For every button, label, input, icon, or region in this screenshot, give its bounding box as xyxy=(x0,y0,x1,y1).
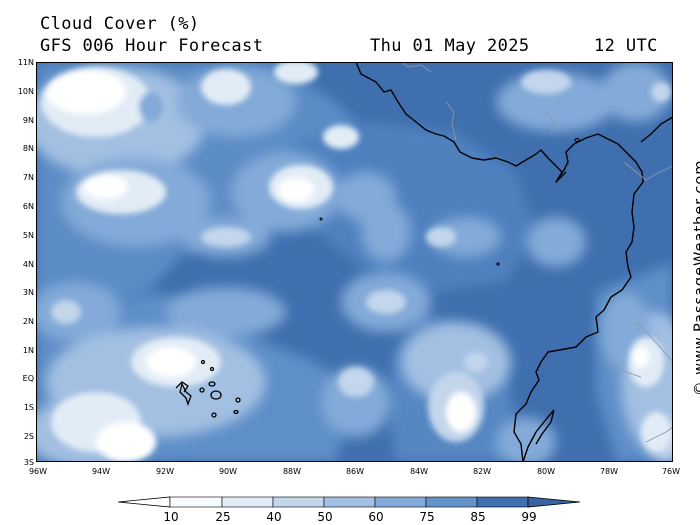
lon-label: 76W xyxy=(661,467,681,476)
legend-tick-label: 60 xyxy=(368,510,384,524)
legend-tick-label: 10 xyxy=(163,510,179,524)
lat-label: 10N xyxy=(17,87,34,96)
lat-label: 9N xyxy=(22,116,34,125)
lat-label: 11N xyxy=(17,58,34,67)
legend-swatch xyxy=(323,496,376,508)
lat-label: 2N xyxy=(22,317,34,326)
cloud-cover-map xyxy=(36,62,673,462)
lon-label: 90W xyxy=(218,467,238,476)
coastline xyxy=(355,62,673,462)
lat-label: 1N xyxy=(22,346,34,355)
lon-label: 84W xyxy=(409,467,429,476)
map-frame xyxy=(36,62,673,462)
legend-tick-label: 25 xyxy=(215,510,231,524)
lon-label: 92W xyxy=(155,467,175,476)
small-islands xyxy=(319,138,580,266)
lat-label: 4N xyxy=(22,260,34,269)
lat-label: 2S xyxy=(23,432,34,441)
legend-tick-label: 85 xyxy=(470,510,486,524)
legend-swatch xyxy=(425,496,478,508)
legend-swatch xyxy=(272,496,325,508)
lat-label: 8N xyxy=(22,144,34,153)
legend-tick-label: 40 xyxy=(266,510,282,524)
forecast-time: 12 UTC xyxy=(594,36,658,56)
color-legend-bar xyxy=(118,496,581,508)
forecast-date: Thu 01 May 2025 xyxy=(370,36,530,56)
lat-label: 7N xyxy=(22,173,34,182)
legend-swatch xyxy=(374,496,427,508)
country-border xyxy=(400,62,673,443)
legend-high-arrow xyxy=(527,496,581,508)
lat-label: 6N xyxy=(22,202,34,211)
forecast-model-label: GFS 006 Hour Forecast xyxy=(40,36,264,56)
lon-label: 88W xyxy=(282,467,302,476)
clear-sky-layer xyxy=(41,62,671,462)
legend-tick-label: 75 xyxy=(419,510,435,524)
legend-swatch xyxy=(221,496,274,508)
lon-label: 94W xyxy=(91,467,111,476)
legend-tick-label: 50 xyxy=(317,510,333,524)
lon-label: 96W xyxy=(28,467,48,476)
lat-label: 3N xyxy=(22,288,34,297)
legend-low-arrow xyxy=(118,496,171,508)
legend-swatch xyxy=(476,496,529,508)
map-title: Cloud Cover (%) xyxy=(40,14,200,34)
lat-label: 5N xyxy=(22,231,34,240)
galapagos-islands xyxy=(175,359,241,418)
lat-label: EQ xyxy=(22,374,34,383)
lon-label: 86W xyxy=(345,467,365,476)
credit-label: © www.PassageWeather.com xyxy=(692,159,700,396)
legend-swatch xyxy=(169,496,223,508)
lat-label: 3S xyxy=(23,458,34,467)
lat-label: 1S xyxy=(23,403,34,412)
lon-label: 78W xyxy=(599,467,619,476)
lon-label: 82W xyxy=(472,467,492,476)
legend-tick-label: 99 xyxy=(521,510,537,524)
lon-label: 80W xyxy=(536,467,556,476)
